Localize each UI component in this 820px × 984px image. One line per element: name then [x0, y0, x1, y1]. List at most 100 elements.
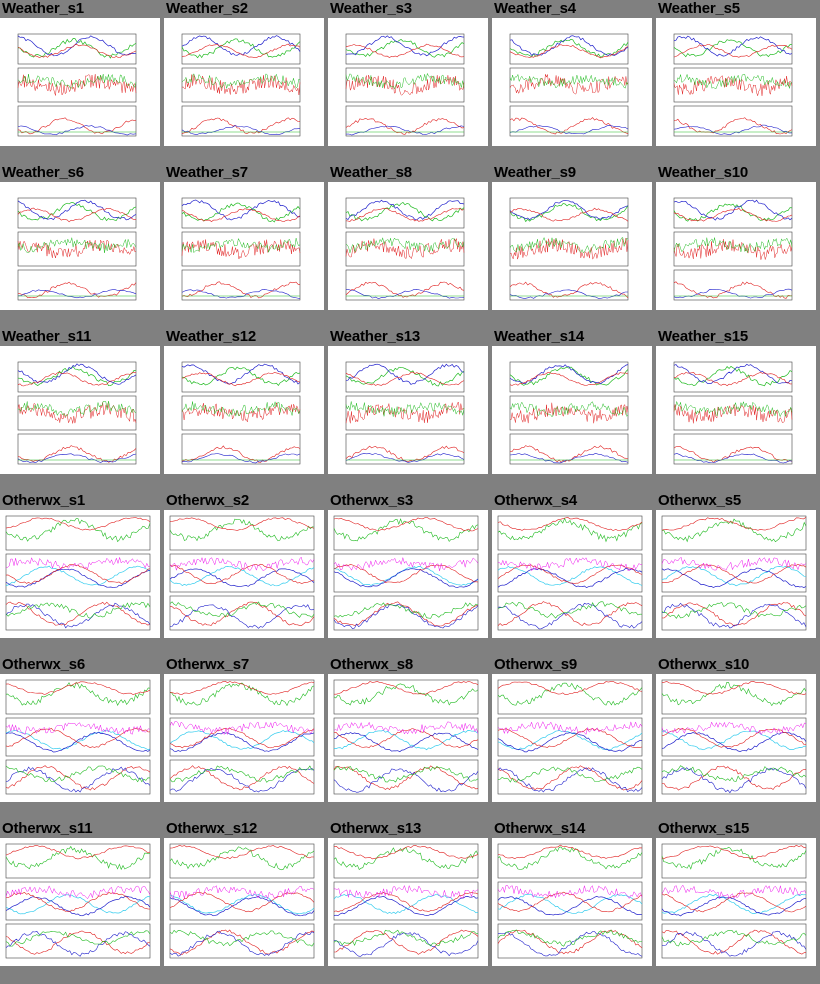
green-series [169, 846, 315, 871]
otherwx-plot-thumbnail[interactable] [164, 838, 324, 966]
magenta-series [661, 884, 807, 900]
weather-plot-thumbnail[interactable] [0, 18, 160, 146]
green-noisy-series [509, 236, 629, 254]
magenta-series [169, 885, 315, 900]
otherwx-plot-thumbnail[interactable] [0, 510, 160, 638]
red-series [181, 43, 301, 59]
green-series [345, 366, 465, 387]
thumbnail-card: Weather_s7 [164, 164, 328, 328]
green-series [661, 518, 807, 543]
thumbnail-title: Otherwx_s3 [330, 492, 414, 509]
blue-series [509, 289, 628, 299]
magenta-series [333, 721, 479, 735]
cyan-series [169, 730, 315, 750]
thumbnail-card: Weather_s10 [656, 164, 820, 328]
green-noisy-series [181, 401, 301, 418]
time-series-plot [17, 361, 137, 465]
cyan-series [333, 893, 479, 914]
time-series-plot [333, 515, 479, 631]
weather-plot-thumbnail[interactable] [492, 18, 652, 146]
cyan-series [333, 729, 479, 751]
green-series [509, 366, 629, 386]
otherwx-plot-thumbnail[interactable] [492, 838, 652, 966]
thumbnail-title: Otherwx_s6 [2, 656, 86, 673]
time-series-plot [333, 843, 479, 959]
weather-plot-thumbnail[interactable] [328, 346, 488, 474]
time-series-plot [17, 33, 137, 137]
otherwx-plot-thumbnail[interactable] [656, 838, 816, 966]
green-series [661, 930, 807, 947]
otherwx-plot-thumbnail[interactable] [656, 674, 816, 802]
weather-plot-thumbnail[interactable] [164, 182, 324, 310]
green-series [333, 683, 479, 706]
thumbnail-card: Weather_s13 [328, 328, 492, 492]
time-series-plot [169, 843, 315, 959]
otherwx-plot-thumbnail[interactable] [328, 838, 488, 966]
red-series [345, 117, 465, 135]
weather-plot-thumbnail[interactable] [656, 182, 816, 310]
red-series [345, 281, 465, 298]
weather-plot-thumbnail[interactable] [656, 18, 816, 146]
magenta-series [5, 885, 151, 900]
blue-series [661, 896, 807, 917]
green-series [497, 766, 643, 783]
blue-series [181, 288, 301, 299]
red-series [5, 727, 151, 749]
magenta-series [497, 885, 643, 900]
thumbnail-title: Weather_s9 [494, 164, 576, 181]
red-series [333, 765, 479, 791]
cyan-series [170, 893, 315, 915]
green-series [169, 765, 315, 783]
otherwx-plot-thumbnail[interactable] [492, 674, 652, 802]
red-noisy-series [509, 402, 629, 424]
blue-series [345, 363, 465, 385]
thumbnail-title: Weather_s2 [166, 0, 248, 17]
green-noisy-series [673, 400, 793, 418]
otherwx-plot-thumbnail[interactable] [0, 674, 160, 802]
green-noisy-series [509, 401, 629, 418]
weather-plot-thumbnail[interactable] [164, 18, 324, 146]
red-series [509, 117, 629, 135]
red-series [497, 891, 643, 913]
otherwx-plot-thumbnail[interactable] [164, 510, 324, 638]
blue-series [333, 895, 479, 916]
green-series [17, 38, 137, 59]
otherwx-plot-thumbnail[interactable] [656, 510, 816, 638]
otherwx-plot-thumbnail[interactable] [492, 510, 652, 638]
cyan-series [661, 730, 807, 751]
thumbnail-title: Otherwx_s15 [658, 820, 750, 837]
weather-plot-thumbnail[interactable] [164, 346, 324, 474]
thumbnail-title: Weather_s6 [2, 164, 84, 181]
weather-plot-thumbnail[interactable] [492, 346, 652, 474]
blue-series [333, 568, 479, 588]
thumbnail-title: Otherwx_s5 [658, 492, 742, 509]
blue-series [661, 767, 807, 794]
green-series [5, 601, 151, 619]
otherwx-plot-thumbnail[interactable] [328, 674, 488, 802]
time-series-plot [345, 197, 465, 301]
cyan-series [5, 565, 151, 586]
weather-plot-thumbnail[interactable] [492, 182, 652, 310]
green-series [345, 38, 465, 58]
red-series [5, 601, 151, 626]
otherwx-plot-thumbnail[interactable] [164, 674, 324, 802]
thumbnail-title: Otherwx_s11 [2, 820, 93, 837]
weather-plot-thumbnail[interactable] [0, 182, 160, 310]
red-series [333, 563, 479, 583]
blue-series [334, 932, 479, 957]
red-series [5, 517, 151, 531]
red-series [661, 680, 807, 696]
green-series [661, 681, 807, 707]
red-series [169, 765, 315, 791]
weather-plot-thumbnail[interactable] [656, 346, 816, 474]
time-series-plot [673, 361, 793, 465]
weather-plot-thumbnail[interactable] [328, 18, 488, 146]
time-series-plot [497, 515, 643, 631]
red-series [5, 930, 151, 955]
green-series [345, 202, 465, 222]
otherwx-plot-thumbnail[interactable] [0, 838, 160, 966]
weather-plot-thumbnail[interactable] [328, 182, 488, 310]
weather-plot-thumbnail[interactable] [0, 346, 160, 474]
otherwx-plot-thumbnail[interactable] [328, 510, 488, 638]
time-series-plot [169, 515, 315, 631]
